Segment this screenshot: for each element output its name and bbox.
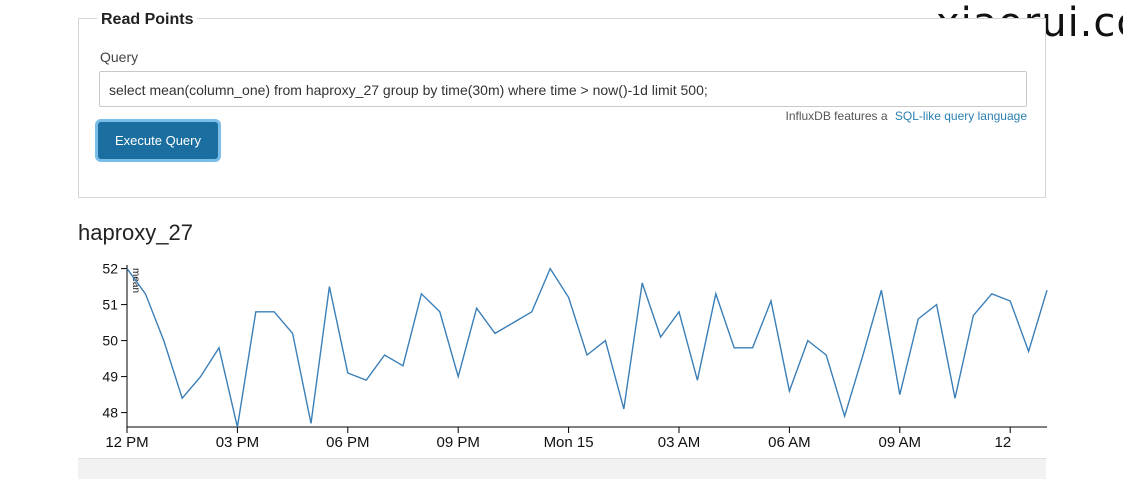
x-tick-label: 12 PM bbox=[105, 434, 148, 451]
help-text-prefix: InfluxDB features a bbox=[785, 109, 888, 123]
series-title: haproxy_27 bbox=[78, 220, 193, 245]
read-points-panel: Read Points Query select mean(column_one… bbox=[78, 11, 1046, 198]
y-tick-label: 50 bbox=[102, 333, 118, 349]
sql-docs-link[interactable]: SQL-like query language bbox=[894, 109, 1027, 123]
panel-title: Read Points bbox=[97, 11, 198, 29]
execute-query-button[interactable]: Execute Query bbox=[98, 122, 218, 159]
y-tick-label: 51 bbox=[102, 297, 118, 313]
query-input[interactable]: select mean(column_one) from haproxy_27 … bbox=[99, 71, 1027, 107]
x-tick-label: 03 AM bbox=[658, 434, 701, 451]
query-label: Query bbox=[100, 49, 139, 65]
x-tick-label: 03 PM bbox=[216, 434, 259, 451]
y-tick-label: 52 bbox=[102, 261, 118, 277]
x-tick-label: 12 bbox=[995, 434, 1012, 451]
series-line-mean bbox=[126, 267, 1048, 428]
x-tick-label: 06 PM bbox=[326, 434, 369, 451]
next-panel-edge bbox=[78, 458, 1046, 479]
x-tick-label: 06 AM bbox=[768, 434, 811, 451]
y-tick-label: 48 bbox=[102, 405, 118, 421]
y-tick-label: 49 bbox=[102, 369, 118, 385]
x-tick-label: Mon 15 bbox=[544, 434, 594, 451]
x-tick-label: 09 AM bbox=[879, 434, 922, 451]
help-text: InfluxDB features a SQL-like query langu… bbox=[786, 109, 1028, 123]
x-tick-label: 09 PM bbox=[437, 434, 480, 451]
